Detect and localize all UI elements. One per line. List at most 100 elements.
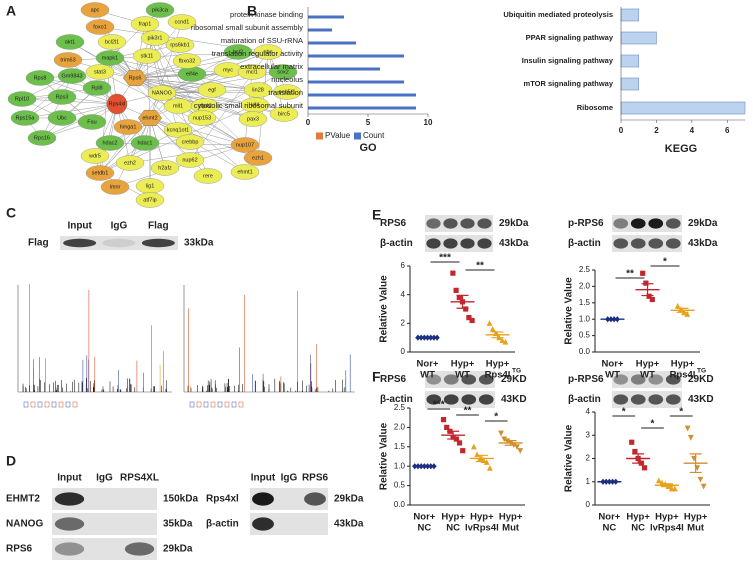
blot-lane-label: Input <box>67 221 92 232</box>
x-tick-label: 0 <box>306 118 311 127</box>
node-label: stk11 <box>141 53 154 59</box>
node-label: hdac1 <box>138 140 153 146</box>
blot-row-label: NANOG <box>6 519 43 530</box>
spectrum-fragment <box>217 401 223 408</box>
blot-band <box>54 517 85 531</box>
y-tick-label: 2 <box>401 318 406 327</box>
blot-band <box>665 238 681 249</box>
category-label: Hyp+ <box>655 512 679 523</box>
legend-swatch <box>316 132 323 140</box>
data-point <box>641 465 648 471</box>
node-label: lmnr <box>110 184 121 190</box>
blot-band <box>461 394 477 405</box>
bar <box>308 80 404 84</box>
significance-label: * <box>679 407 683 418</box>
node-label: Gm9843 <box>61 73 82 79</box>
node-label: hmga1 <box>120 124 137 130</box>
blot-lane-label: Input <box>251 473 276 484</box>
data-point <box>486 320 493 326</box>
node-label: eif4e <box>186 71 198 77</box>
blot-size-label: 29KD <box>501 374 527 385</box>
panel-label: C <box>6 205 16 221</box>
category-label: lvRps4l <box>650 523 684 534</box>
data-point <box>656 477 662 484</box>
node-label: lin28 <box>252 87 264 93</box>
blot-size-label: 43kDa <box>499 238 529 249</box>
network-node <box>167 14 197 30</box>
category-label: extracellular matrix <box>240 62 303 71</box>
bar <box>308 15 344 19</box>
category-label: Rps4l <box>485 370 511 381</box>
network-edge <box>114 144 246 188</box>
node-label: frap1 <box>139 21 152 27</box>
blot-strip <box>612 235 682 252</box>
blot-lane-label: Input <box>57 473 82 484</box>
category-label: Hyp+ <box>486 359 510 370</box>
network-node <box>175 134 205 150</box>
bar <box>308 28 332 32</box>
node-label: foxo1 <box>93 24 106 30</box>
error-bar <box>418 465 431 468</box>
blot-band <box>426 374 442 385</box>
blot-row-label: β-actin <box>568 394 601 405</box>
node-label: ezh1 <box>252 155 264 161</box>
category-label: WT <box>420 370 435 381</box>
y-tick-label: 2 <box>586 454 591 463</box>
category-label: Ubiquitin mediated proteolysis <box>503 10 613 19</box>
data-point <box>450 270 456 276</box>
blot-band <box>304 492 326 506</box>
blot-band <box>426 218 441 229</box>
blot-row-label: β-actin <box>380 238 413 249</box>
blot-strip <box>425 235 493 252</box>
data-point <box>469 317 475 324</box>
blot-band <box>630 374 646 385</box>
network-node <box>130 135 160 151</box>
network-edge <box>149 117 209 177</box>
blot-band <box>54 492 85 506</box>
node-label: ezh2 <box>124 160 136 166</box>
x-tick-label: 4 <box>690 126 695 135</box>
category-label: Hyp+ <box>470 512 494 523</box>
data-point <box>504 438 511 445</box>
blot-strip <box>612 371 682 388</box>
network-node <box>145 2 175 18</box>
significance-label: * <box>651 419 655 430</box>
node-label: Rps15a <box>16 115 36 121</box>
network-node <box>85 64 115 80</box>
blot-band <box>613 394 629 405</box>
category-label: Mut <box>502 523 520 534</box>
network-node <box>238 111 268 127</box>
node-label: nup107 <box>236 142 254 148</box>
node-label: sox2 <box>277 69 289 75</box>
network-node <box>268 64 298 80</box>
node-label: mcl1 <box>246 69 258 75</box>
node-label: ccnd1 <box>175 19 190 25</box>
bar <box>308 54 404 58</box>
category-label: ribosomal small subunit assembly <box>191 23 303 32</box>
network-node <box>77 114 107 130</box>
network-node <box>140 30 170 46</box>
y-tick-label: 1.5 <box>394 442 406 451</box>
network-node <box>163 122 193 138</box>
spectrum-fragment <box>23 401 29 408</box>
data-point <box>501 436 508 443</box>
node-label: wdr5 <box>88 153 101 159</box>
chart-title: GO <box>359 142 377 154</box>
data-point <box>629 439 635 445</box>
x-tick-label: 6 <box>725 126 730 135</box>
node-label: Rpl10 <box>15 96 29 102</box>
data-point <box>471 443 477 450</box>
category-label: Nor+ <box>413 512 435 523</box>
data-point <box>674 302 681 309</box>
bar <box>620 31 657 45</box>
blot-band <box>460 238 475 249</box>
network-node <box>113 119 143 135</box>
category-label: Hyp+ <box>684 512 708 523</box>
node-label: Rps6 <box>129 75 142 81</box>
node-label: egf <box>208 87 216 93</box>
blot-size-label: 29kDa <box>163 544 193 555</box>
node-label: ehmt2 <box>142 115 157 121</box>
spectrum-fragment <box>189 401 195 408</box>
network-node <box>55 34 85 50</box>
